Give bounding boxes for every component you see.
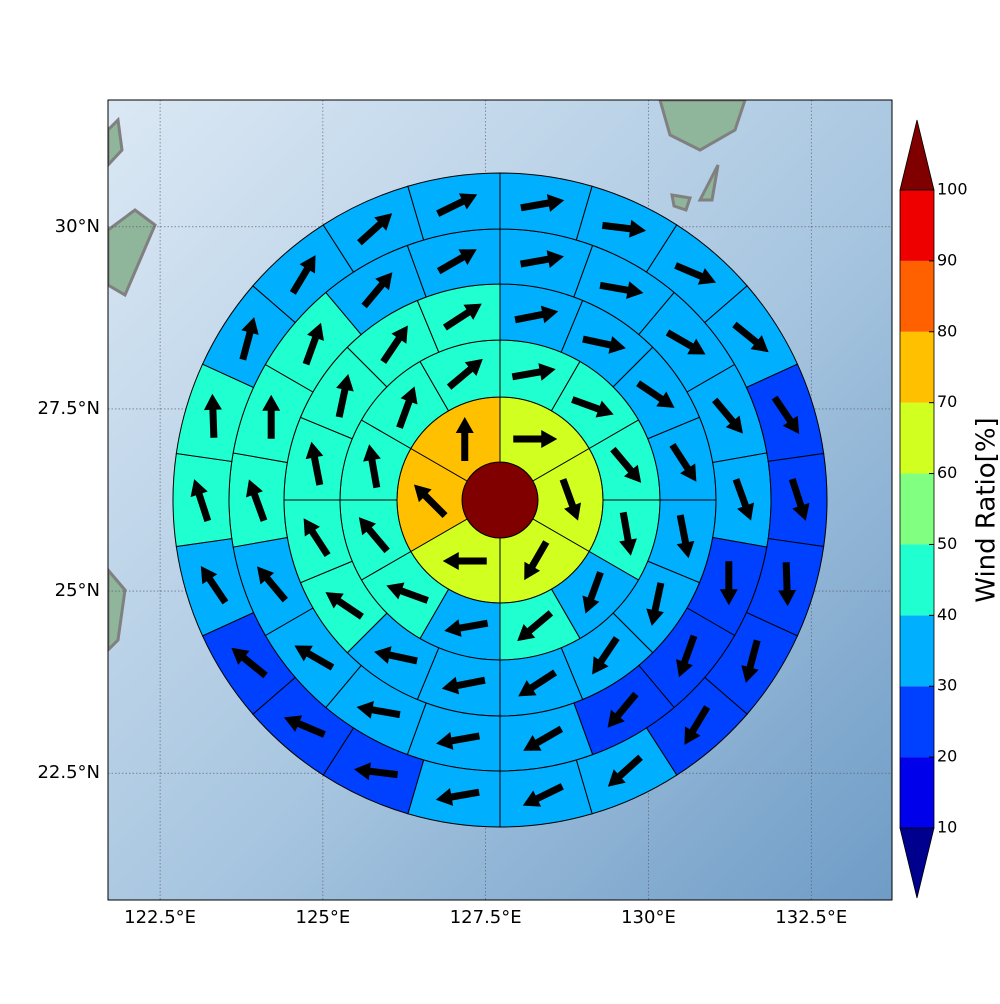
- y-tick-label: 30°N: [55, 216, 100, 237]
- colorbar-extend-low: [900, 828, 934, 898]
- colorbar-label: Wind Ratio[%]: [972, 417, 1000, 602]
- colorbar-band: [900, 190, 934, 261]
- sectors: [173, 173, 827, 827]
- colorbar-band: [900, 261, 934, 332]
- colorbar-tick-label: 30: [937, 676, 957, 695]
- y-tick-label: 22.5°N: [37, 762, 100, 783]
- colorbar-tick-label: 10: [937, 818, 957, 837]
- colorbar-tick-label: 20: [937, 747, 957, 766]
- colorbar-extend-high: [900, 120, 934, 190]
- y-tick-label: 27.5°N: [37, 398, 100, 419]
- colorbar-band: [900, 757, 934, 828]
- y-tick-label: 25°N: [55, 580, 100, 601]
- x-tick-label: 122.5°E: [124, 907, 196, 928]
- colorbar-tick-label: 80: [937, 321, 957, 340]
- colorbar: 10 20 30 40 50 60 70 80 90 100: [900, 120, 968, 898]
- x-tick-label: 132.5°E: [775, 907, 847, 928]
- colorbar-tick-label: 90: [937, 250, 957, 269]
- colorbar-band: [900, 544, 934, 615]
- x-tick-label: 125°E: [296, 907, 351, 928]
- colorbar-tick-label: 100: [937, 180, 968, 199]
- colorbar-band: [900, 615, 934, 686]
- colorbar-tick-label: 60: [937, 463, 957, 482]
- colorbar-band: [900, 332, 934, 403]
- colorbar-tick-label: 70: [937, 392, 957, 411]
- colorbar-band: [900, 686, 934, 757]
- colorbar-band: [900, 403, 934, 474]
- colorbar-tick-label: 40: [937, 605, 957, 624]
- x-tick-label: 127.5°E: [450, 907, 522, 928]
- colorbar-band: [900, 474, 934, 545]
- x-tick-label: 130°E: [621, 907, 676, 928]
- colorbar-tick-label: 50: [937, 534, 957, 553]
